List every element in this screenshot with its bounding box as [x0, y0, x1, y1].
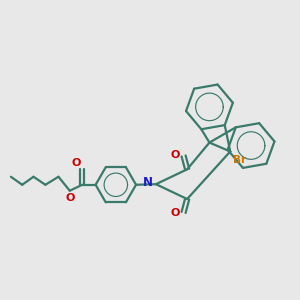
Text: Br: Br — [233, 155, 246, 165]
Text: O: O — [71, 158, 81, 168]
Text: O: O — [66, 193, 75, 203]
Text: N: N — [143, 176, 153, 189]
Text: O: O — [171, 208, 180, 218]
Text: O: O — [171, 150, 180, 160]
